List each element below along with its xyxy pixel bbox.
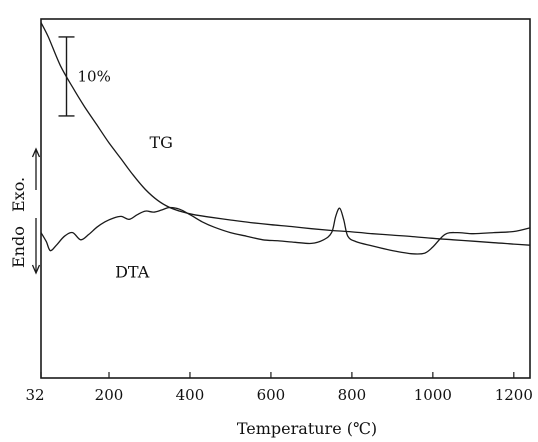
plot-frame [40, 18, 531, 379]
x-tick-label: 1200 [495, 386, 533, 404]
exo-up-arrow-icon [31, 147, 41, 190]
series-layer [40, 22, 531, 255]
series-line-dta [40, 206, 531, 255]
annotation-tg: TG [149, 133, 172, 152]
series-line-tg [40, 22, 531, 246]
scale-bar: 10% [58, 36, 111, 117]
x-axis-title: Temperature (℃) [237, 419, 377, 438]
endo-exo-indicator: Endo Exo. [9, 147, 41, 275]
x-tick-label: 1000 [414, 386, 452, 404]
endo-label: Endo [9, 226, 28, 268]
x-tick-label: 32 [25, 386, 44, 404]
exo-label: Exo. [9, 177, 28, 212]
x-tick-label: 400 [176, 386, 205, 404]
annotation-dta: DTA [115, 262, 150, 281]
x-tick-label: 600 [257, 386, 286, 404]
x-tick-label: 800 [338, 386, 367, 404]
x-axis-ticks: 32 200 400 600 800 1000 1200 [25, 372, 533, 404]
x-tick-label: 200 [95, 386, 124, 404]
scale-bar-label: 10% [78, 67, 111, 85]
endo-down-arrow-icon [31, 218, 41, 275]
